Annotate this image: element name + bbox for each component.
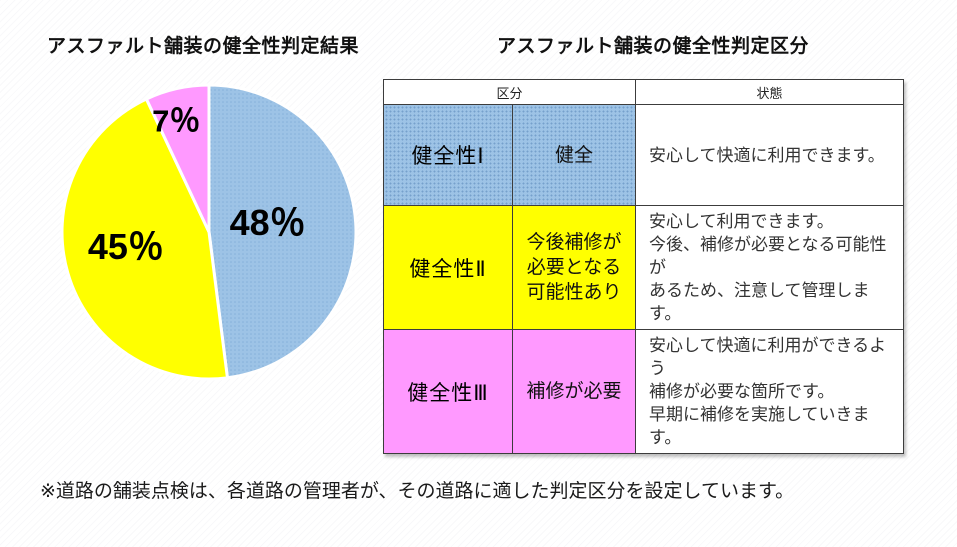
grade-cell: 健全性Ⅰ: [383, 104, 513, 206]
soundness-pie-chart: 48％ 45％ 7％: [60, 83, 358, 381]
pie-label-2: 7％: [152, 103, 200, 138]
pie-slice-1: [60, 97, 229, 381]
footnote: ※道路の舗装点検は、各道路の管理者が、その道路に適した判定区分を設定しています。: [40, 481, 795, 502]
table-row-soundness-1: 健全性Ⅰ 健全 安心して快適に利用できます。: [383, 104, 905, 206]
table-header-row: 区分 状態: [382, 79, 905, 105]
pie-chart-title: アスファルト舗装の健全性判定結果: [47, 36, 360, 57]
table-title: アスファルト舗装の健全性判定区分: [497, 36, 810, 57]
table-header-state: 状態: [635, 79, 905, 105]
grade-cell: 健全性Ⅲ: [383, 329, 513, 454]
condition-cell: 補修が必要: [511, 329, 637, 454]
pie-slice-2: [144, 83, 211, 234]
pie-label-0: 48％: [230, 202, 306, 243]
table-header-category: 区分: [382, 79, 637, 105]
description-cell: 安心して利用できます。 今後、補修が必要となる可能性が あるため、注意して管理し…: [635, 205, 905, 330]
table-row-soundness-2: 健全性Ⅱ 今後補修が 必要となる 可能性あり 安心して利用できます。 今後、補修…: [383, 205, 905, 330]
pie-label-1: 45％: [88, 226, 164, 267]
condition-cell: 健全: [511, 104, 637, 206]
grade-cell: 健全性Ⅱ: [383, 205, 513, 330]
description-cell: 安心して快適に利用ができるよう 補修が必要な箇所です。 早期に補修を実施していき…: [635, 329, 905, 454]
pie-slice-0: [207, 83, 358, 380]
classification-table: 区分 状態 健全性Ⅰ 健全 安心して快適に利用できます。 健全性Ⅱ 今後補修が …: [382, 79, 905, 454]
description-cell: 安心して快適に利用できます。: [635, 104, 905, 206]
condition-cell: 今後補修が 必要となる 可能性あり: [511, 205, 637, 330]
table-row-soundness-3: 健全性Ⅲ 補修が必要 安心して快適に利用ができるよう 補修が必要な箇所です。 早…: [383, 329, 905, 454]
